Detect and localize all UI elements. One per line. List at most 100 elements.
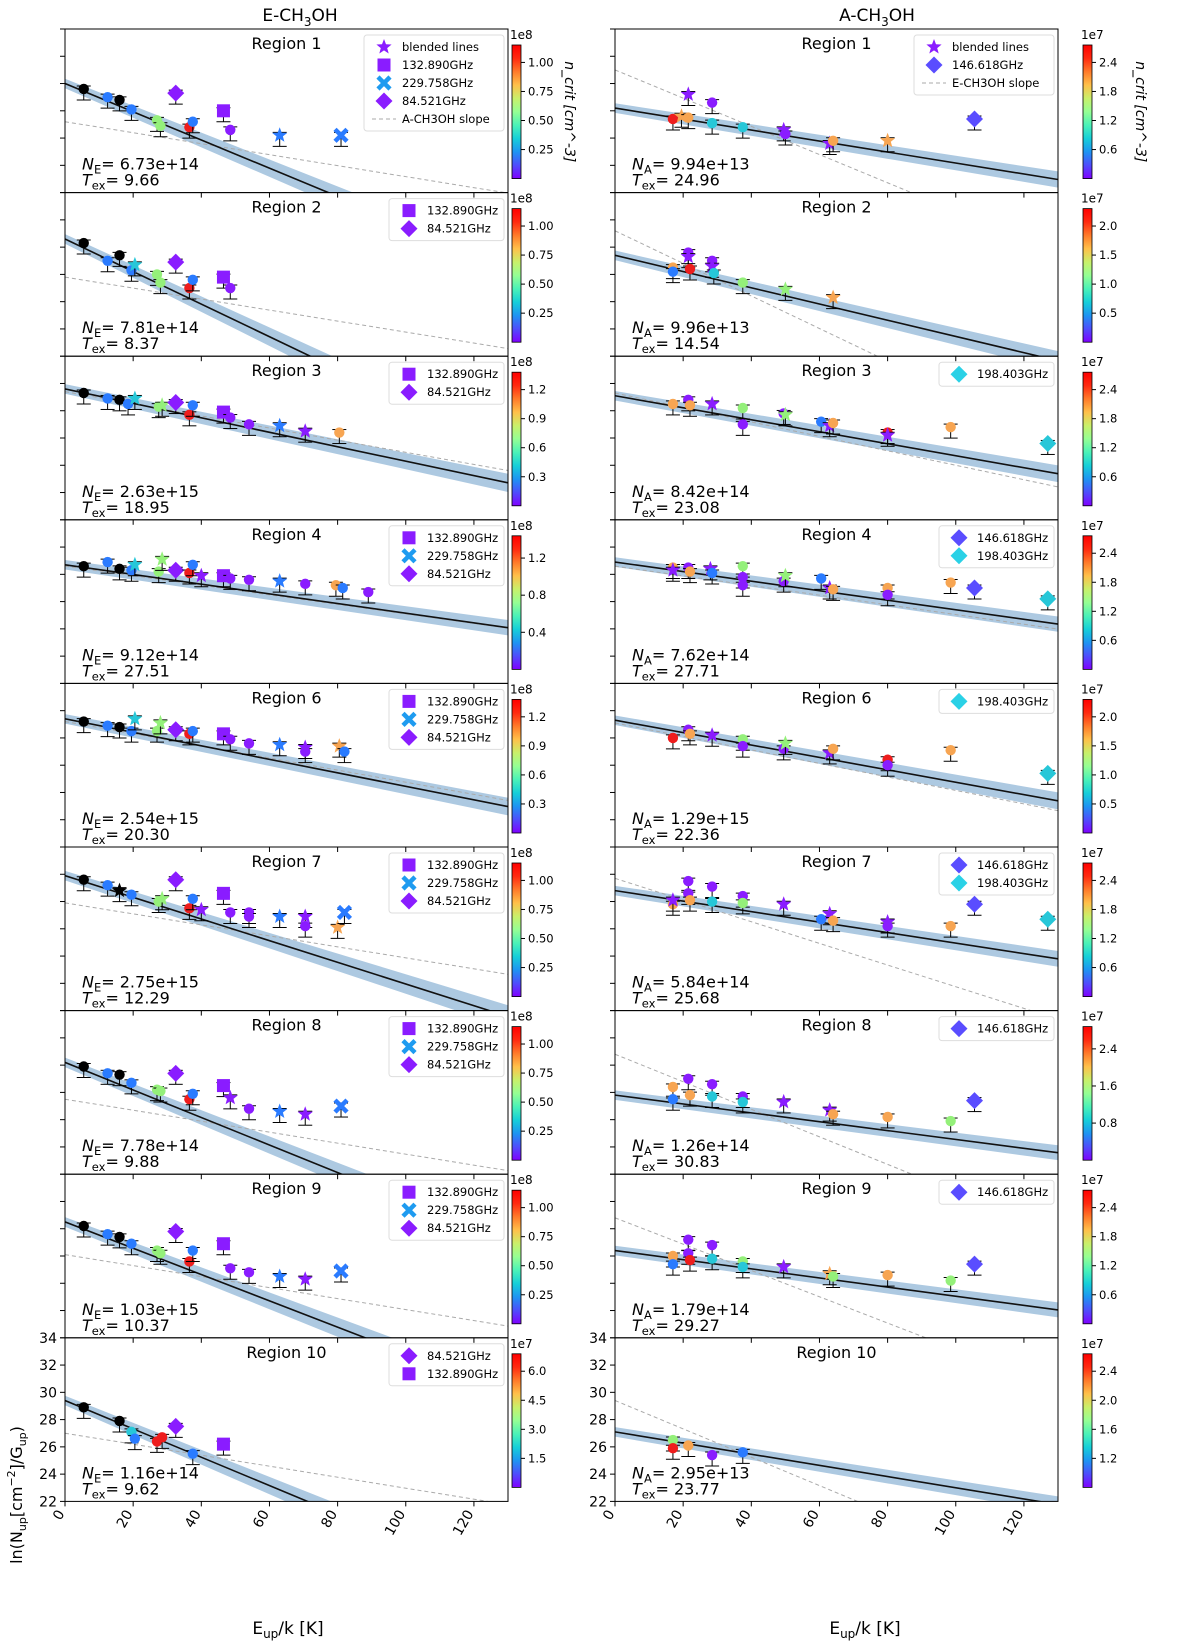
data-point	[225, 573, 236, 584]
data-point	[167, 721, 185, 739]
data-point	[272, 1268, 288, 1283]
data-point	[187, 1448, 198, 1459]
data-point	[737, 740, 748, 752]
data-point	[193, 567, 209, 583]
excitation-temperature-label: Tex= 23.08	[632, 498, 720, 520]
reference-slope-line	[615, 392, 1058, 488]
data-point	[704, 395, 720, 411]
legend-swatch	[402, 1185, 416, 1199]
legend-swatch	[402, 858, 416, 872]
legend-entry: 132.890GHz	[427, 531, 498, 545]
column-density-label: NE= 7.81e+14	[82, 318, 199, 340]
data-point	[966, 579, 984, 597]
colorbar-exponent: 1e7	[510, 1337, 533, 1351]
reference-slope-line	[615, 1217, 928, 1338]
reference-slope-line	[65, 721, 508, 801]
fit-line	[615, 1094, 1058, 1154]
data-point	[780, 128, 791, 140]
data-point	[272, 908, 288, 923]
data-point	[667, 1434, 679, 1446]
data-point	[153, 566, 164, 577]
data-point	[114, 250, 125, 261]
data-point	[1039, 590, 1057, 608]
data-point	[966, 895, 984, 913]
data-point	[78, 874, 89, 885]
data-point	[706, 896, 718, 907]
legend-swatch	[377, 58, 391, 72]
data-point	[1039, 910, 1057, 928]
colorbar-tick-label: 1.2	[1099, 1259, 1117, 1273]
colorbar-exponent: 1e7	[1081, 192, 1104, 206]
legend-swatch	[376, 39, 392, 54]
data-point	[667, 1081, 679, 1093]
excitation-temperature-label: Tex= 24.96	[632, 171, 720, 193]
reference-slope-line	[615, 230, 879, 357]
colorbar-tick-label: 0.3	[528, 797, 546, 811]
legend-swatch	[401, 548, 417, 564]
region-title: Region 2	[251, 198, 321, 217]
reference-slope-line	[65, 1254, 508, 1327]
region-title: Region 4	[801, 525, 871, 544]
data-point	[114, 563, 125, 575]
colorbar-tick-label: 0.9	[528, 739, 546, 753]
colorbar-tick-label: 0.25	[528, 143, 554, 157]
data-point	[330, 919, 346, 934]
data-point	[272, 736, 288, 752]
data-point	[706, 881, 718, 892]
x-tick-label: 80	[868, 1507, 891, 1530]
colorbar: 1e8 0.3 0.6 0.9 1.2	[510, 682, 546, 834]
colorbar-tick-label: 0.6	[528, 768, 546, 782]
data-point	[882, 589, 893, 600]
legend-swatch	[950, 856, 968, 874]
colorbar-exponent: 1e8	[510, 519, 533, 533]
data-point	[78, 1220, 89, 1232]
data-point	[300, 578, 311, 590]
legend-swatch	[400, 892, 418, 910]
data-point	[737, 402, 748, 414]
y-tick-label: 30	[39, 1385, 57, 1401]
colorbar-tick-label: 1.2	[528, 383, 546, 397]
legend-swatch	[376, 75, 392, 91]
column-density-label: NA= 7.62e+14	[632, 645, 750, 667]
colorbar: 1e7 0.5 1.0 1.5 2.0	[1081, 682, 1117, 834]
excitation-temperature-label: Tex= 8.37	[82, 334, 160, 356]
data-point	[216, 104, 230, 118]
x-tick-label: 80	[318, 1507, 341, 1530]
legend-swatch	[950, 874, 968, 892]
colorbar-exponent: 1e7	[1081, 28, 1104, 42]
region-title: Region 3	[251, 361, 321, 380]
data-point	[78, 1061, 89, 1072]
column-density-label: NA= 5.84e+14	[632, 973, 750, 995]
colorbar-tick-label: 1.5	[1099, 248, 1117, 262]
data-point	[187, 400, 198, 411]
legend-swatch	[950, 692, 968, 710]
data-point	[882, 760, 893, 771]
colorbar-label: n_crit [cm^-3]	[561, 61, 577, 162]
data-point	[680, 248, 696, 264]
legend-entry: blended lines	[402, 40, 479, 54]
legend: 198.403GHz	[938, 688, 1055, 714]
data-point	[156, 1432, 168, 1443]
colorbar-exponent: 1e8	[510, 355, 533, 369]
data-point	[667, 732, 679, 744]
region-title: Region 3	[801, 361, 871, 380]
data-point	[127, 710, 143, 726]
data-point	[225, 907, 236, 918]
data-point	[777, 406, 793, 422]
legend-entry: 132.890GHz	[427, 204, 498, 218]
colorbar-tick-label: 0.75	[528, 1066, 554, 1080]
data-point	[216, 1437, 230, 1451]
data-point	[126, 104, 137, 115]
data-point	[167, 1222, 185, 1240]
data-point	[122, 398, 134, 410]
data-point	[882, 1111, 893, 1123]
data-point	[102, 556, 113, 568]
data-point	[827, 915, 839, 926]
data-point	[665, 562, 681, 577]
data-point	[78, 560, 89, 572]
